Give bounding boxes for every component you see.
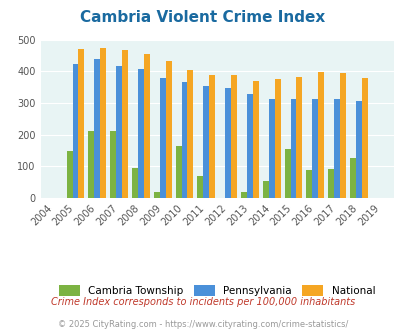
Bar	[328, 170, 333, 198]
Bar	[175, 146, 181, 198]
Bar	[138, 69, 143, 198]
Bar	[132, 168, 138, 198]
Text: Cambria Violent Crime Index: Cambria Violent Crime Index	[80, 10, 325, 25]
Bar	[306, 170, 311, 198]
Bar	[290, 99, 296, 198]
Bar	[159, 78, 165, 198]
Bar	[339, 74, 345, 198]
Bar	[122, 50, 128, 198]
Bar	[78, 49, 84, 198]
Bar	[72, 64, 78, 198]
Bar	[296, 77, 302, 198]
Bar	[225, 88, 230, 198]
Bar	[187, 70, 193, 198]
Bar	[333, 99, 339, 198]
Bar	[349, 158, 355, 198]
Bar	[88, 131, 94, 198]
Text: © 2025 CityRating.com - https://www.cityrating.com/crime-statistics/: © 2025 CityRating.com - https://www.city…	[58, 320, 347, 329]
Bar	[361, 78, 367, 198]
Bar	[116, 66, 122, 198]
Bar	[268, 99, 274, 198]
Bar	[241, 192, 246, 198]
Bar	[153, 192, 159, 198]
Bar	[274, 79, 280, 198]
Bar	[311, 99, 318, 198]
Bar	[252, 82, 258, 198]
Bar	[143, 54, 149, 198]
Bar	[203, 86, 209, 198]
Bar	[181, 82, 187, 198]
Bar	[100, 48, 106, 198]
Bar	[110, 131, 116, 198]
Bar	[284, 149, 290, 198]
Bar	[209, 75, 215, 198]
Bar	[165, 61, 171, 198]
Bar	[318, 72, 323, 198]
Text: Crime Index corresponds to incidents per 100,000 inhabitants: Crime Index corresponds to incidents per…	[51, 297, 354, 307]
Legend: Cambria Township, Pennsylvania, National: Cambria Township, Pennsylvania, National	[55, 281, 378, 301]
Bar	[66, 151, 72, 198]
Bar	[230, 75, 237, 198]
Bar	[262, 181, 268, 198]
Bar	[94, 59, 100, 198]
Bar	[355, 101, 361, 198]
Bar	[197, 177, 203, 198]
Bar	[246, 94, 252, 198]
